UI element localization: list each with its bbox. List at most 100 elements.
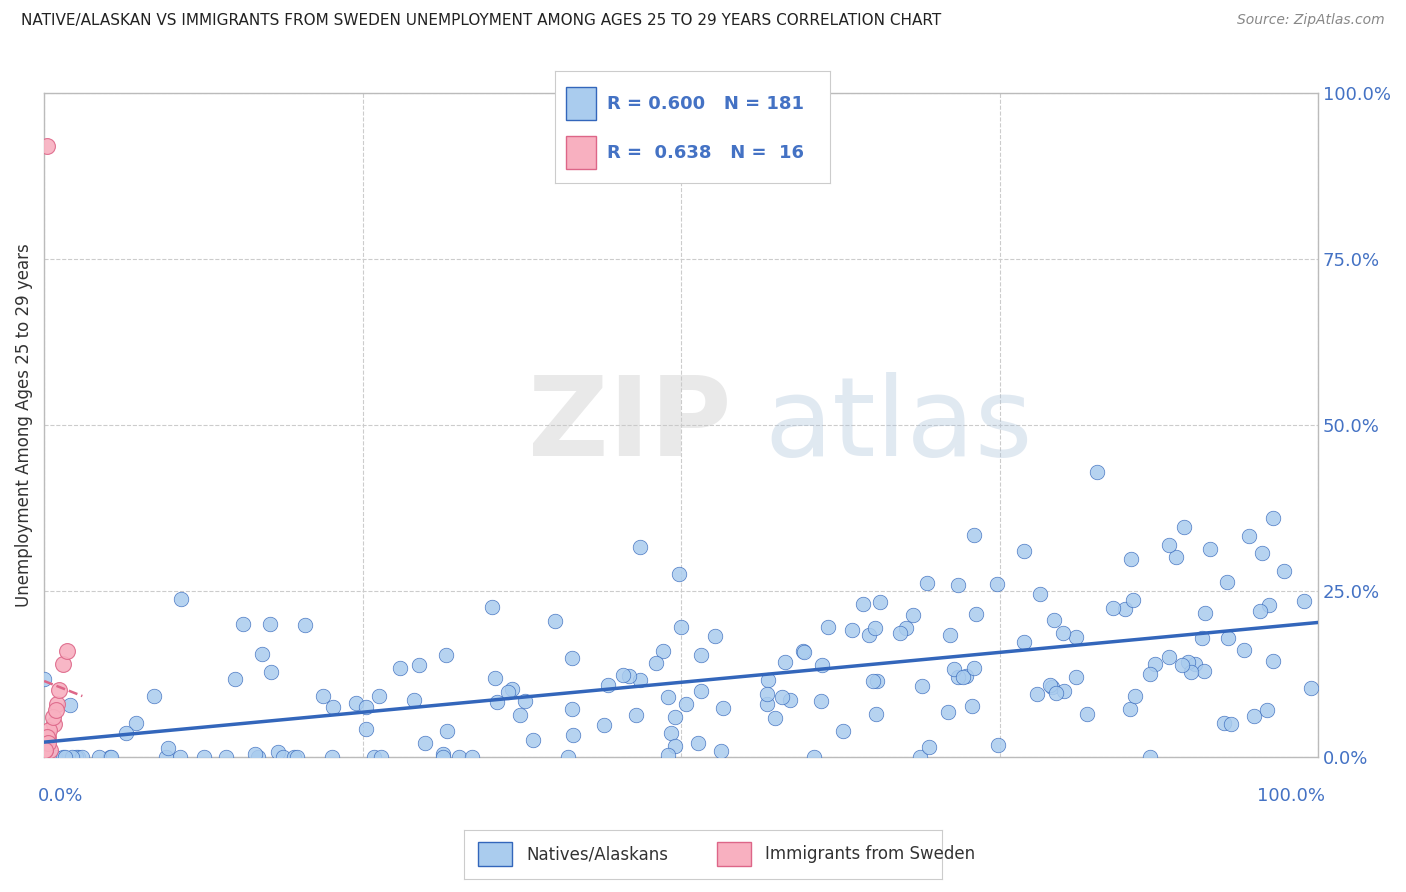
Point: [1249, 604, 1271, 618]
Point: [1121, 551, 1143, 566]
Point: [1102, 601, 1125, 615]
Point: [841, 624, 863, 638]
Point: [946, 578, 969, 592]
Point: [1213, 716, 1236, 731]
Point: [509, 707, 531, 722]
FancyBboxPatch shape: [478, 842, 512, 866]
Point: [98, 749, 121, 764]
Point: [986, 576, 1008, 591]
Point: [1194, 664, 1216, 678]
Point: [756, 687, 779, 701]
Point: [866, 674, 889, 689]
Point: [232, 617, 254, 632]
Point: [259, 617, 281, 632]
Point: [1294, 594, 1316, 608]
Point: [939, 628, 962, 642]
Point: [1064, 631, 1087, 645]
Point: [671, 620, 693, 634]
Point: [321, 749, 343, 764]
Point: [1171, 658, 1194, 673]
Point: [1139, 749, 1161, 764]
Point: [960, 699, 983, 714]
Point: [1256, 703, 1278, 717]
Point: [779, 692, 801, 706]
Point: [1125, 689, 1147, 703]
Point: [501, 682, 523, 697]
Point: [344, 696, 367, 710]
Point: [522, 733, 544, 747]
Point: [652, 644, 675, 658]
FancyBboxPatch shape: [567, 136, 596, 169]
Point: [1199, 542, 1222, 557]
Point: [1218, 631, 1240, 645]
Point: [157, 741, 180, 756]
Point: [1299, 681, 1322, 696]
Point: [792, 644, 814, 658]
Point: [48, 683, 70, 698]
Point: [1053, 684, 1076, 698]
Point: [388, 661, 411, 675]
Text: Natives/Alaskans: Natives/Alaskans: [526, 845, 668, 863]
Point: [1220, 717, 1243, 731]
Point: [45, 703, 67, 717]
Point: [955, 669, 977, 683]
Point: [624, 707, 647, 722]
Point: [32, 672, 55, 686]
Point: [1272, 565, 1295, 579]
Point: [770, 690, 793, 705]
Text: ZIP: ZIP: [529, 372, 731, 478]
Point: [773, 655, 796, 669]
Point: [630, 673, 652, 687]
Point: [408, 657, 430, 672]
Point: [756, 673, 779, 687]
Point: [561, 651, 583, 665]
Point: [668, 566, 690, 581]
Point: [832, 724, 855, 739]
Point: [432, 747, 454, 761]
Point: [224, 672, 246, 686]
Y-axis label: Unemployment Among Ages 25 to 29 years: Unemployment Among Ages 25 to 29 years: [15, 244, 32, 607]
Point: [1177, 655, 1199, 669]
Point: [436, 724, 458, 739]
Point: [543, 614, 565, 628]
Point: [367, 690, 389, 704]
Point: [432, 749, 454, 764]
Point: [447, 749, 470, 764]
Point: [896, 621, 918, 635]
Point: [596, 678, 619, 692]
Point: [486, 695, 509, 709]
Point: [811, 658, 834, 673]
Point: [39, 743, 62, 757]
Point: [34, 736, 56, 750]
Point: [943, 662, 966, 676]
Point: [125, 716, 148, 731]
Point: [1237, 529, 1260, 543]
Point: [710, 744, 733, 758]
Point: [1144, 657, 1167, 671]
Point: [703, 629, 725, 643]
Point: [413, 736, 436, 750]
Point: [1164, 550, 1187, 565]
Point: [756, 698, 779, 712]
Point: [1026, 687, 1049, 701]
Point: [513, 694, 536, 708]
Point: [593, 718, 616, 732]
Point: [619, 669, 641, 683]
Point: [817, 620, 839, 634]
Point: [155, 749, 177, 764]
Point: [169, 749, 191, 764]
Point: [193, 749, 215, 764]
Point: [917, 739, 939, 754]
Point: [1039, 678, 1062, 692]
Point: [963, 527, 986, 541]
Point: [59, 698, 82, 713]
Point: [1029, 587, 1052, 601]
Text: 0.0%: 0.0%: [38, 787, 83, 805]
Point: [1012, 634, 1035, 648]
Point: [52, 657, 75, 671]
Point: [763, 711, 786, 725]
Point: [803, 749, 825, 764]
Point: [865, 707, 887, 722]
Point: [1194, 606, 1216, 620]
Point: [1173, 520, 1195, 534]
